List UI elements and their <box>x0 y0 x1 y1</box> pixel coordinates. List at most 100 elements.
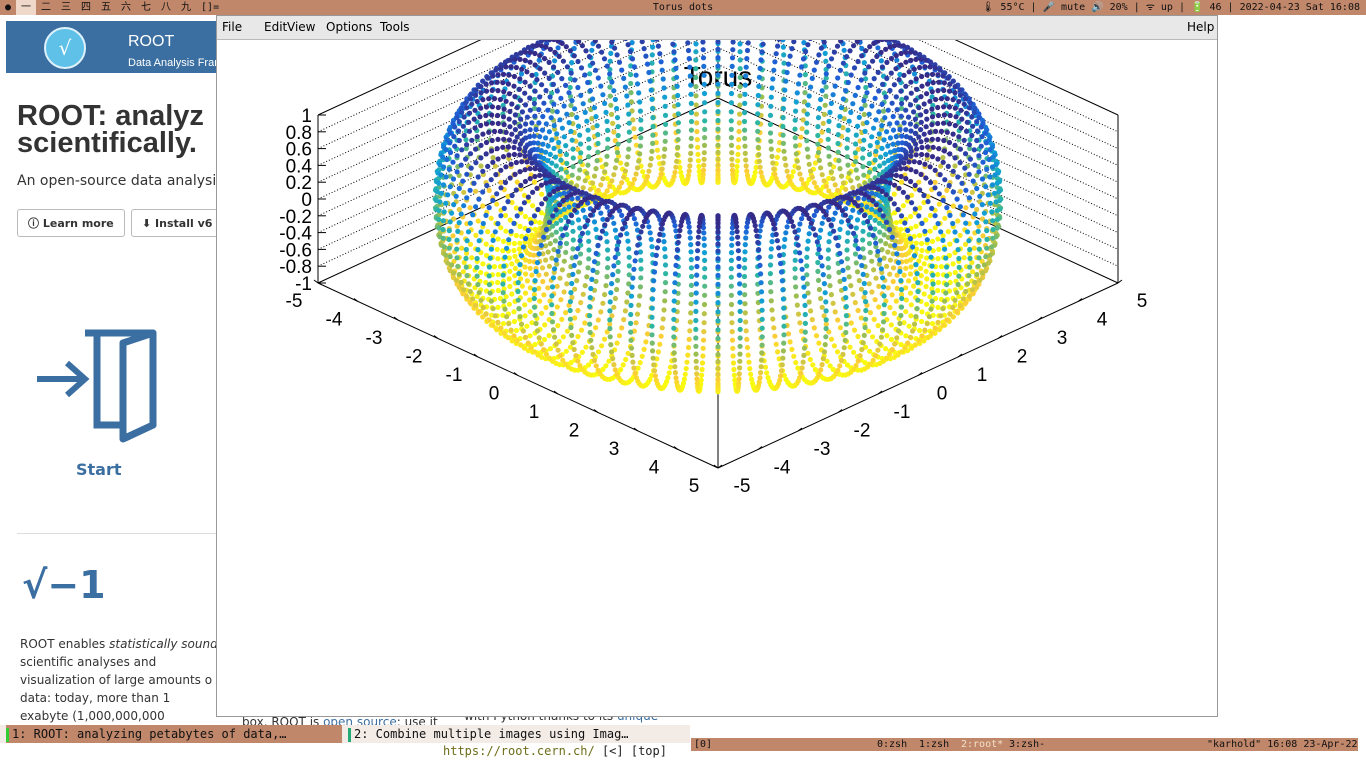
torus-point <box>966 293 972 300</box>
menu-file[interactable]: File <box>222 20 243 34</box>
torus-point <box>866 151 873 158</box>
torus-point <box>624 299 630 305</box>
root-logo-icon[interactable]: √ <box>44 27 86 69</box>
workspace-3[interactable]: 三 <box>61 2 72 13</box>
torus-point <box>562 225 569 231</box>
torus-point <box>780 105 787 112</box>
torus-point <box>629 56 636 62</box>
torus-point <box>467 205 473 211</box>
torus-point <box>486 129 492 135</box>
torus-point <box>600 300 606 306</box>
torus-point <box>655 43 661 49</box>
menu-view[interactable]: View <box>287 20 316 34</box>
menu-edit[interactable]: Edit <box>264 20 288 34</box>
torus-point <box>607 325 613 332</box>
torus-point <box>946 182 952 189</box>
torus-point <box>511 151 517 158</box>
torus-point <box>816 371 822 377</box>
torus-point <box>540 141 546 147</box>
torus-point <box>467 220 473 226</box>
torus-point <box>876 304 882 310</box>
torus-point <box>492 229 498 235</box>
torus-point <box>649 332 655 338</box>
tmux-tab-2[interactable]: 2: Combine multiple images using Imag… <box>348 725 629 743</box>
torus-point <box>644 173 651 180</box>
torus-point <box>663 121 669 127</box>
torus-point <box>823 334 829 340</box>
workspace-1[interactable]: 一 <box>16 0 37 15</box>
torus-point <box>837 250 843 256</box>
workspace-7[interactable]: 七 <box>141 2 152 13</box>
torus-point <box>527 258 533 264</box>
start-door-icon[interactable] <box>35 321 159 445</box>
torus-point <box>473 92 479 98</box>
torus-point <box>744 56 750 62</box>
tmux-window-3[interactable]: 3:zsh- <box>1009 739 1046 750</box>
torus-point <box>835 132 841 138</box>
torus-point <box>964 281 971 287</box>
torus-point <box>450 176 457 182</box>
install-button[interactable]: ⬇ Install v6 <box>131 209 219 237</box>
apple-icon[interactable]: ● <box>5 2 12 13</box>
torus-point <box>825 127 832 133</box>
torus-point <box>944 282 950 288</box>
workspace-6[interactable]: 六 <box>121 2 132 13</box>
torus-point <box>511 318 517 325</box>
menu-help[interactable]: Help <box>1187 20 1215 34</box>
z-tick-label: -0.6 <box>279 240 312 261</box>
torus-point <box>672 223 678 229</box>
tmux-window-2[interactable]: 2:root* <box>961 739 1004 750</box>
workspace-5[interactable]: 五 <box>101 2 112 13</box>
menu-options[interactable]: Options <box>326 20 373 34</box>
torus-point <box>867 44 873 50</box>
torus-point <box>827 161 833 167</box>
torus-point <box>672 364 678 370</box>
workspace-8[interactable]: 八 <box>161 2 172 13</box>
torus-point <box>500 272 506 278</box>
torus-point <box>524 159 530 165</box>
torus-point <box>632 134 638 140</box>
torus-point <box>563 169 570 175</box>
torus-point <box>804 281 810 287</box>
torus-point <box>835 149 841 155</box>
torus-point <box>693 365 699 371</box>
torus-point <box>600 176 606 182</box>
torus-point <box>618 232 624 238</box>
torus-point <box>626 146 632 152</box>
torus-point <box>546 59 552 65</box>
menu-tools[interactable]: Tools <box>380 20 410 34</box>
torus-point <box>828 292 835 298</box>
torus-point <box>536 272 542 278</box>
torus-point <box>529 72 535 78</box>
torus-point <box>555 45 561 51</box>
torus-point <box>626 246 632 252</box>
torus-plot[interactable]: Torus-1-0.8-0.6-0.4-0.200.20.40.60.81-5-… <box>217 40 1217 716</box>
learn-more-button[interactable]: ⓘ Learn more <box>17 209 125 237</box>
workspace-4[interactable]: 四 <box>81 2 92 13</box>
torus-point <box>575 175 582 181</box>
nav-text[interactable]: [<] [top] <box>594 744 667 758</box>
torus-point <box>837 200 844 206</box>
start-label[interactable]: Start <box>76 460 122 479</box>
torus-point <box>632 258 638 264</box>
tmux-tab-1[interactable]: 1: ROOT: analyzing petabytes of data,… <box>6 725 342 743</box>
x-tick-label: -2 <box>406 347 423 368</box>
torus-point <box>855 307 861 314</box>
torus-point <box>564 111 570 117</box>
torus-point <box>871 76 877 82</box>
torus-point <box>816 286 823 293</box>
torus-point <box>981 262 988 268</box>
workspace-9[interactable]: 九 <box>181 2 192 13</box>
workspace-2[interactable]: 二 <box>41 2 52 13</box>
layout-indicator[interactable]: []= <box>201 2 220 13</box>
torus-point <box>551 188 557 194</box>
torus-point <box>804 146 810 152</box>
url-text[interactable]: https://root.cern.ch/ <box>443 744 595 758</box>
torus-point <box>603 109 609 115</box>
torus-point <box>585 230 591 236</box>
torus-point <box>501 106 507 112</box>
tmux-window-1[interactable]: 1:zsh <box>919 739 950 750</box>
torus-point <box>625 102 631 108</box>
torus-point <box>615 132 621 139</box>
tmux-window-0[interactable]: 0:zsh <box>877 739 908 750</box>
